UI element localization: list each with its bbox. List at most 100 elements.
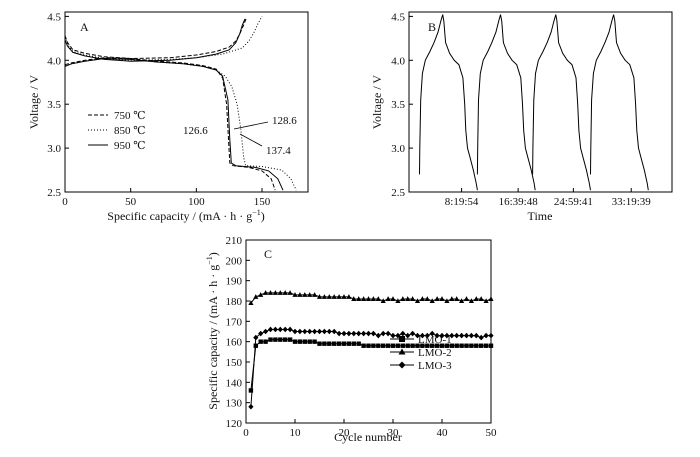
lmo-3-point [410, 330, 416, 337]
lmo-2-point [248, 300, 254, 306]
lmo-3-point [444, 332, 450, 339]
lmo-1-point [483, 343, 489, 348]
y-tick-label: 190 [226, 276, 243, 288]
lmo-3-point [434, 332, 440, 339]
x-tick-label: 24:59:41 [554, 196, 593, 208]
y-tick-label: 4.0 [391, 55, 405, 67]
lmo-1-point [400, 343, 405, 348]
lmo-3-point [400, 330, 406, 337]
lmo-1-point [322, 341, 327, 346]
lmo-1-point [366, 343, 371, 348]
lmo-3-point [429, 330, 435, 337]
lmo-3-point [439, 332, 445, 339]
cycle-3-curve [532, 14, 591, 191]
lmo-2-point [365, 296, 372, 301]
lmo-3-point [287, 326, 293, 333]
lmo-2-point [439, 296, 445, 301]
lmo-1-point [317, 341, 322, 346]
y-tick-label: 130 [226, 398, 243, 410]
panel-a-y-axis-label: Voltage / V [27, 75, 41, 130]
lmo-3-point [316, 328, 323, 335]
lmo-3-point [370, 330, 376, 337]
lmo-2-point [326, 294, 332, 299]
lmo-2-point [463, 296, 470, 301]
panel-a: A 0 50 100 150 2.5 3.0 3.5 4.0 4.5 750 ℃ 850 ℃ … [27, 11, 309, 223]
lmo-2-point [321, 294, 327, 299]
x-tick-label: 40 [437, 427, 449, 439]
y-tick-label: 120 [226, 418, 243, 430]
lmo-3-point [375, 332, 381, 339]
lmo-2-point [449, 296, 455, 301]
lmo-1-point [434, 343, 440, 348]
lmo-3-point [351, 330, 357, 337]
lmo-2-point [434, 296, 440, 301]
lmo-1-point [278, 337, 283, 342]
lmo-2-point [312, 292, 318, 297]
panel-b-y-ticks: 2.5 3.0 3.5 4.0 4.5 [391, 11, 413, 199]
lmo-3-point [380, 330, 386, 337]
legend-label-750: 750 ℃ [114, 110, 146, 122]
lmo-3-point [473, 332, 479, 339]
lmo-2-point [454, 296, 460, 301]
lmo-1-point [287, 337, 293, 342]
lmo-2-point [370, 296, 376, 301]
x-tick-label: 8:19:54 [445, 196, 479, 208]
lmo-1-point [273, 337, 278, 342]
lmo-1-point [356, 341, 361, 346]
x-tick-label: 0 [62, 196, 68, 208]
y-tick-label: 170 [226, 316, 243, 328]
lmo-3-point [454, 332, 460, 339]
panel-a-series [64, 16, 297, 191]
lmo-3-point [312, 328, 318, 335]
lmo-2-point [336, 294, 342, 299]
lmo-1-point [376, 343, 381, 348]
panel-c: C 0 10 20 30 40 50 120 130 140 150 160 170 180 190 20… [205, 235, 497, 444]
annotation-137-4: 137.4 [266, 145, 291, 157]
panel-a-label: A [80, 20, 89, 34]
lmo-2-point [405, 296, 411, 301]
lmo-1-point [297, 339, 303, 344]
panel-b-label: B [428, 20, 436, 34]
series-3-discharge-curve [64, 57, 284, 191]
panel-c-x-ticks: 0 10 20 30 40 50 [243, 419, 497, 439]
lmo-1-point [248, 388, 254, 393]
lmo-3-point [267, 326, 274, 333]
lmo-1-point [444, 343, 450, 348]
lmo-2-point [297, 292, 303, 297]
lmo-1-point [361, 343, 366, 348]
lmo-3-point [419, 332, 425, 339]
lmo-3-point [341, 330, 347, 337]
x-tick-label: 30 [388, 427, 400, 439]
y-tick-label: 160 [226, 337, 243, 349]
lmo-1-point [371, 343, 376, 348]
lmo-3-point [331, 328, 337, 335]
legend-label-850: 850 ℃ [114, 125, 146, 137]
series-2-charge-curve [64, 16, 263, 61]
cycle-4-curve [590, 14, 649, 191]
panel-c-label: C [264, 247, 272, 261]
lmo-2-point [468, 298, 474, 303]
lmo-3-point [258, 330, 264, 337]
y-tick-label: 3.5 [47, 99, 61, 111]
lmo-2-point [473, 296, 479, 301]
lmo-1-point [263, 339, 268, 344]
lmo-1-point [439, 343, 445, 348]
lmo-1-point [469, 343, 474, 348]
panel-b-x-ticks: 8:19:54 16:39:48 24:59:41 33:19:39 [445, 188, 651, 208]
lmo-3-point [365, 330, 372, 337]
lmo-2-point [282, 290, 288, 295]
lmo-3-point [449, 332, 455, 339]
lmo-1-point [341, 341, 347, 346]
x-tick-label: 150 [254, 196, 271, 208]
lmo-2-point [287, 290, 293, 295]
lmo-1-point [385, 343, 391, 348]
lmo-1-point [488, 343, 494, 348]
lmo-2-point [361, 296, 367, 301]
lmo-3-point [414, 332, 421, 339]
legend-marker-lmo-3 [398, 361, 406, 369]
panel-a-legend: 750 ℃ 850 ℃ 950 ℃ [88, 110, 146, 152]
lmo-1-point [381, 343, 386, 348]
lmo-3-point [248, 403, 254, 410]
annotation-126-6: 126.6 [183, 125, 208, 137]
